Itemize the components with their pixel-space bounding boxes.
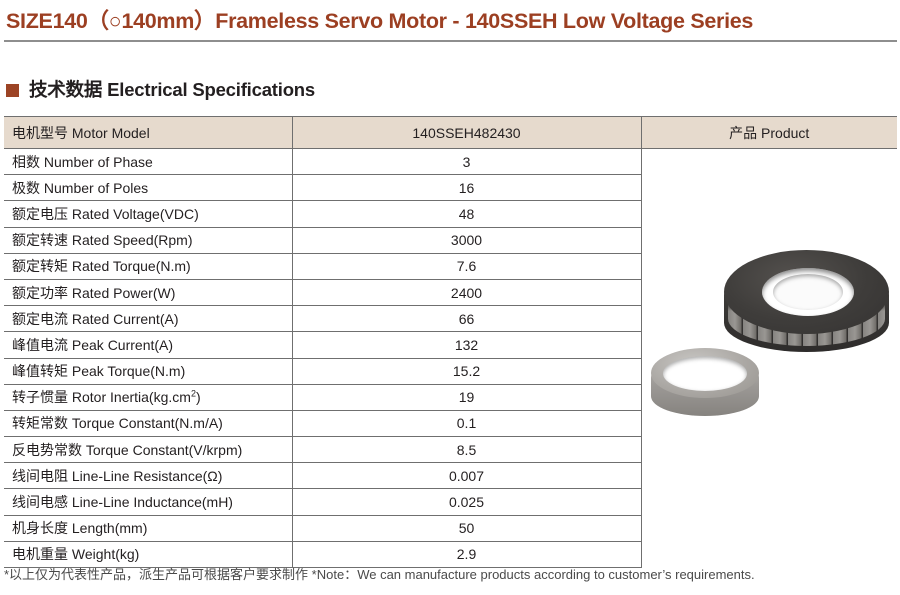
table-row: 相数 Number of Phase 3	[4, 148, 897, 568]
label-lead: 转子惯量 Rotor Inertia(kg.cm	[12, 389, 191, 406]
electrical-specifications-table: 电机型号 Motor Model 140SSEH482430 产品 Produc…	[4, 116, 897, 569]
spec-label-cell: 线间电阻 Line-Line Resistance(Ω)	[4, 462, 293, 490]
spec-value-cell: 3000	[292, 227, 642, 254]
spec-label-cell: 峰值电流 Peak Current(A)	[4, 331, 293, 359]
spec-value-cell: 0.007	[292, 462, 642, 490]
superscript: 2	[190, 388, 196, 399]
spec-label-cell: 机身长度 Length(mm)	[4, 515, 293, 542]
product-image-cell	[641, 148, 897, 568]
footnote: *以上仅为代表性产品，派生产品可根据客户要求制作 *Note：We can ma…	[4, 567, 755, 582]
table-row: 转矩常数 Torque Constant(N.m/A) 0.1	[4, 410, 897, 438]
spec-value-cell: 48	[292, 200, 642, 228]
table-header-row: 电机型号 Motor Model 140SSEH482430 产品 Produc…	[4, 116, 897, 149]
section-heading-label: 技术数据 Electrical Specifications	[29, 79, 315, 100]
spec-label-cell: 转矩常数 Torque Constant(N.m/A)	[4, 410, 293, 438]
spec-label-cell: 额定功率 Rated Power(W)	[4, 279, 293, 307]
section-heading: 技术数据 Electrical Specifications	[6, 76, 315, 102]
page-title: SIZE140（○140mm）Frameless Servo Motor - 1…	[6, 9, 754, 33]
table-row: 电机重量 Weight(kg) 2.9	[4, 541, 897, 569]
spec-value-cell: 66	[292, 305, 642, 333]
spec-value-cell: 15.2	[292, 358, 642, 385]
spec-value-cell: 16	[292, 174, 642, 202]
spec-value-cell: 8.5	[292, 436, 642, 464]
table-row: 额定电流 Rated Current(A) 66	[4, 305, 897, 333]
table-row: 反电势常数 Torque Constant(V/krpm) 8.5	[4, 436, 897, 464]
spec-value-cell: 19	[292, 384, 642, 411]
table-row: 峰值转矩 Peak Torque(N.m) 15.2	[4, 358, 897, 385]
table-row: 额定转速 Rated Speed(Rpm) 3000	[4, 227, 897, 254]
table-row: 额定转矩 Rated Torque(N.m) 7.6	[4, 253, 897, 280]
spec-label-cell: 额定转速 Rated Speed(Rpm)	[4, 227, 293, 254]
title-divider	[4, 40, 897, 42]
table-row: 转子惯量 Rotor Inertia(kg.cm2) 19	[4, 384, 897, 411]
spec-label-cell: 额定电压 Rated Voltage(VDC)	[4, 200, 293, 228]
spec-label-cell: 转子惯量 Rotor Inertia(kg.cm2)	[4, 384, 293, 411]
spec-value-cell: 2400	[292, 279, 642, 307]
table-row: 额定电压 Rated Voltage(VDC) 48	[4, 200, 897, 228]
column-header-motor-model: 电机型号 Motor Model	[4, 116, 293, 149]
table-row: 额定功率 Rated Power(W) 2400	[4, 279, 897, 307]
spec-value-cell: 7.6	[292, 253, 642, 280]
table-row: 线间电感 Line-Line Inductance(mH) 0.025	[4, 488, 897, 516]
table-row: 峰值电流 Peak Current(A) 132	[4, 331, 897, 359]
spec-value-cell: 3	[292, 148, 642, 176]
spec-label-cell: 反电势常数 Torque Constant(V/krpm)	[4, 436, 293, 464]
column-header-model-number: 140SSEH482430	[292, 116, 642, 149]
spec-value-cell: 2.9	[292, 541, 642, 569]
table-row: 线间电阻 Line-Line Resistance(Ω) 0.007	[4, 462, 897, 490]
spec-label-cell: 额定电流 Rated Current(A)	[4, 305, 293, 333]
spec-value-cell: 50	[292, 515, 642, 542]
table-row: 机身长度 Length(mm) 50	[4, 515, 897, 542]
spec-label-cell: 相数 Number of Phase	[4, 148, 293, 176]
spec-label-cell: 极数 Number of Poles	[4, 174, 293, 202]
spec-label-cell: 电机重量 Weight(kg)	[4, 541, 293, 569]
spec-value-cell: 0.025	[292, 488, 642, 516]
filled-square-icon	[6, 83, 19, 97]
spec-value-cell: 132	[292, 331, 642, 359]
label-tail: )	[195, 389, 201, 406]
table-row: 极数 Number of Poles 16	[4, 174, 897, 202]
spec-value-cell: 0.1	[292, 410, 642, 438]
spec-label-cell: 峰值转矩 Peak Torque(N.m)	[4, 358, 293, 385]
spec-label-cell: 线间电感 Line-Line Inductance(mH)	[4, 488, 293, 516]
column-header-product: 产品 Product	[641, 116, 897, 149]
spec-label-cell: 额定转矩 Rated Torque(N.m)	[4, 253, 293, 280]
